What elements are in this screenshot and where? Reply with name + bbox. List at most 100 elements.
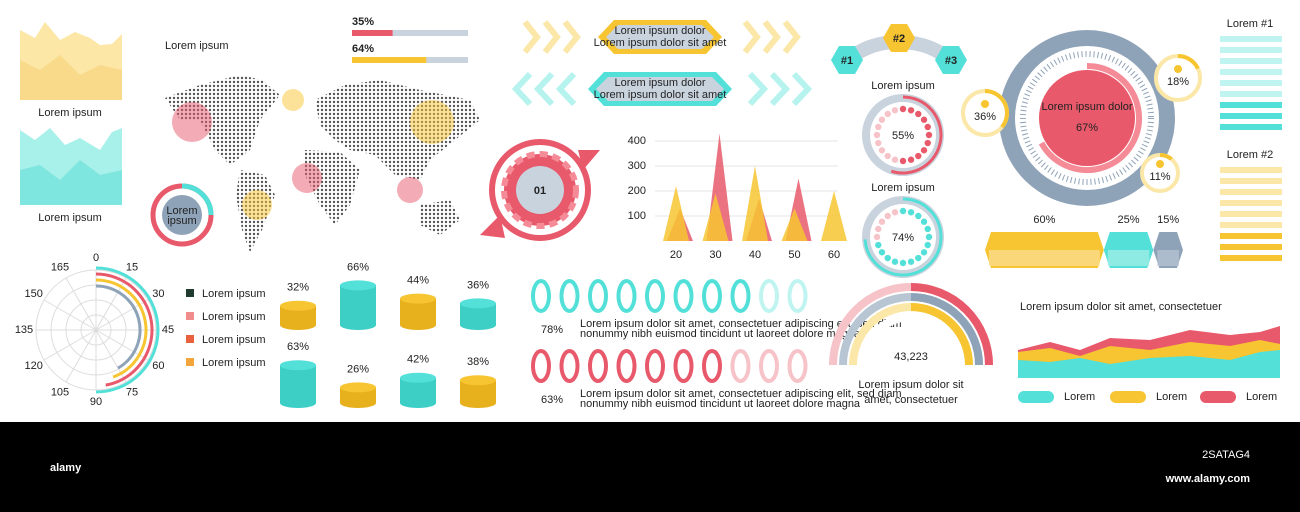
radial-tick: 105 (51, 386, 69, 398)
label: #3 (945, 55, 957, 67)
ring (531, 349, 551, 383)
stripe (1220, 222, 1282, 228)
gauge-dot (873, 131, 881, 139)
gauge-dot (915, 212, 922, 220)
spike (663, 186, 689, 241)
radial-arc (95, 278, 148, 379)
cylinder-top (400, 293, 436, 304)
radial-tick: 45 (162, 324, 174, 336)
gauge-dot (899, 105, 907, 113)
ring (730, 349, 751, 383)
stripe (1220, 47, 1282, 53)
satellite-arc (1177, 54, 1200, 70)
gauge-dot (920, 147, 928, 154)
footer (0, 422, 1300, 512)
map-bubble (410, 100, 454, 144)
label: 01 (534, 185, 546, 197)
stripe (1220, 244, 1282, 250)
ring (702, 349, 722, 383)
label: 2SATAG4 (1202, 449, 1250, 461)
gauge-dot (907, 107, 915, 114)
gauge-dot (899, 259, 907, 267)
cylinder (460, 380, 496, 408)
gauge-dot (925, 131, 933, 139)
gauge-dot (875, 225, 882, 233)
radial-spoke (43, 329, 97, 361)
label: Lorem ipsum dolor (1041, 101, 1132, 113)
cylinder (280, 305, 316, 330)
map-bubble (397, 177, 423, 203)
stripe (1220, 102, 1282, 108)
stripe (1220, 200, 1282, 206)
gauge-dot (907, 258, 915, 265)
hexagon (883, 24, 915, 52)
hex-bar-face (989, 250, 1100, 266)
label: 11% (1149, 171, 1170, 183)
satellite-arc (984, 89, 1009, 129)
stripe (1220, 189, 1282, 195)
radial-spoke (65, 277, 97, 331)
legend-swatch (186, 312, 194, 320)
legend-swatch (186, 358, 194, 366)
gear-arrow (480, 150, 600, 238)
stripe (1220, 255, 1282, 261)
label: nonummy nibh euismod tincidunt ut laoree… (580, 398, 861, 410)
label: 63% (541, 394, 563, 406)
cylinder (280, 365, 316, 408)
satellite-icon (981, 100, 989, 108)
stripe (1220, 233, 1282, 239)
gauge-dot (884, 152, 891, 160)
spike (702, 193, 729, 241)
area-chart (20, 55, 122, 100)
legend-pill (1018, 391, 1054, 403)
label: 67% (1076, 122, 1098, 134)
dial-ticks (1020, 51, 1154, 185)
label: 36% (974, 111, 996, 123)
spike (821, 191, 847, 241)
label: Lorem ipsum (165, 40, 229, 52)
gauge-dot (925, 233, 933, 241)
stripe (1220, 113, 1282, 119)
ring (616, 279, 637, 313)
cylinder-top (460, 298, 496, 309)
stripe (1220, 124, 1282, 130)
gauge-dot (884, 110, 891, 118)
label: 63% (287, 341, 309, 353)
legend-pill (1110, 391, 1146, 403)
stripe (1220, 36, 1282, 42)
label: Lorem ipsum dolor sit amet (594, 37, 727, 49)
label: 78% (541, 324, 563, 336)
label: www.alamy.com (1165, 473, 1251, 485)
donut-center (162, 195, 202, 235)
cylinder-top (280, 300, 316, 311)
dial-arc (1038, 63, 1142, 173)
label: 60% (1033, 214, 1055, 226)
label: #2 (893, 33, 905, 45)
radial-arc (95, 266, 160, 394)
cylinder-top (340, 382, 376, 393)
spike (781, 208, 808, 241)
map-bubble (282, 89, 304, 111)
label: Lorem ipsum dolor sit amet, consectetuer… (580, 388, 902, 400)
gauge-inner (870, 102, 936, 168)
radial-tick: 135 (15, 324, 33, 336)
cylinder-top (280, 360, 316, 371)
ring (645, 279, 665, 313)
ring (616, 349, 637, 383)
stripe (1220, 69, 1282, 75)
arc-band (910, 283, 993, 366)
gauge-dot (907, 209, 915, 216)
cylinder (400, 377, 436, 408)
gear-center (516, 166, 564, 214)
gauge-dot (907, 156, 915, 163)
gauge-dot (891, 209, 899, 216)
radial-tick: 60 (152, 360, 164, 372)
hexagon (831, 46, 863, 74)
label: Lorem ipsum (202, 288, 266, 300)
x-tick-label: 40 (749, 249, 761, 261)
radial-spoke (43, 299, 97, 331)
x-tick-label: 60 (828, 249, 840, 261)
cylinder-top (340, 280, 376, 291)
label: amet, consectetuer (864, 394, 958, 406)
